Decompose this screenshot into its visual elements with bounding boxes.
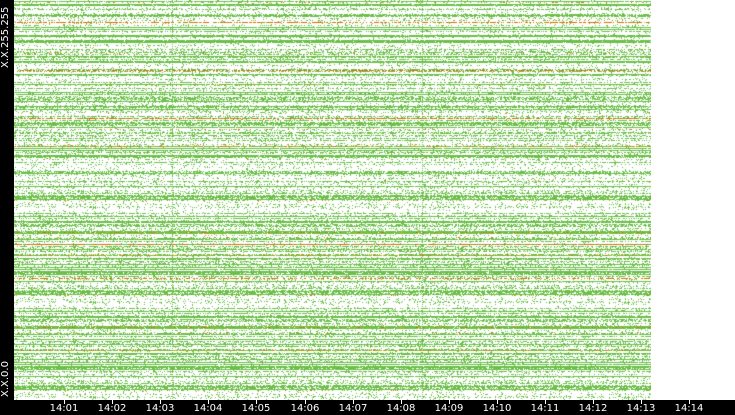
x-axis-tick-label: 14:03	[145, 403, 175, 414]
heatmap-canvas[interactable]	[14, 0, 651, 400]
x-axis-tick	[305, 400, 306, 404]
y-axis-top-label: X.X.255.255	[0, 6, 11, 68]
x-axis-tick-label: 14:13	[626, 403, 656, 414]
x-axis: 14:01 14:02 14:03 14:04 14:05 14:06 14:07 14:08…	[0, 400, 735, 415]
heatmap-plot-area[interactable]	[14, 0, 651, 400]
y-axis: X.X.255.255 X.X.0.0	[0, 0, 14, 400]
x-axis-tick	[689, 400, 690, 404]
x-axis-tick	[208, 400, 209, 404]
y-axis-bottom-label: X.X.0.0	[0, 361, 11, 397]
x-axis-tick-label: 14:09	[434, 403, 464, 414]
x-axis-tick	[497, 400, 498, 404]
x-axis-tick	[641, 400, 642, 404]
x-axis-tick	[545, 400, 546, 404]
x-axis-tick	[112, 400, 113, 404]
x-axis-tick-label: 14:14	[674, 403, 704, 414]
x-axis-tick-label: 14:06	[290, 403, 320, 414]
x-axis-tick-label: 14:07	[338, 403, 368, 414]
x-axis-tick	[353, 400, 354, 404]
x-axis-tick	[256, 400, 257, 404]
x-axis-tick-label: 14:05	[241, 403, 271, 414]
x-axis-tick-label: 14:10	[482, 403, 512, 414]
x-axis-tick-label: 14:11	[530, 403, 560, 414]
x-axis-tick-label: 14:02	[97, 403, 127, 414]
x-axis-tick-label: 14:01	[49, 403, 79, 414]
x-axis-tick	[160, 400, 161, 404]
x-axis-tick	[401, 400, 402, 404]
x-axis-tick	[449, 400, 450, 404]
x-axis-tick-label: 14:04	[193, 403, 223, 414]
x-axis-tick-label: 14:08	[386, 403, 416, 414]
plot-right-padding	[651, 0, 735, 400]
x-axis-tick	[64, 400, 65, 404]
x-axis-tick	[593, 400, 594, 404]
x-axis-tick-label: 14:12	[578, 403, 608, 414]
